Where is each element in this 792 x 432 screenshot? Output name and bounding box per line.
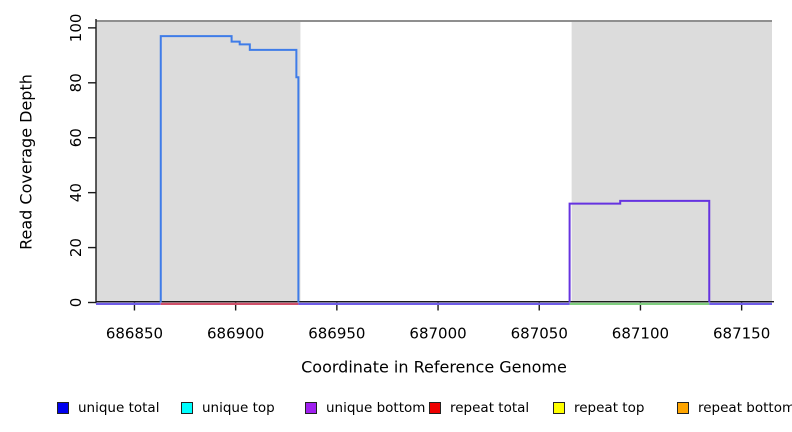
legend-label: repeat total [450, 400, 530, 416]
legend-swatch-icon [677, 402, 689, 414]
y-axis-label: Read Coverage Depth [16, 74, 36, 250]
legend-label: unique top [202, 400, 275, 416]
legend-label: unique bottom [326, 400, 426, 416]
x-tick-label: 686850 [106, 325, 163, 343]
legend-item-unique-bottom: unique bottom [305, 398, 425, 418]
y-tick-label: 100 [67, 14, 85, 43]
legend-label: repeat top [574, 400, 645, 416]
x-axis-label: Coordinate in Reference Genome [301, 357, 567, 377]
legend: unique total unique top unique bottom repea… [0, 398, 792, 420]
x-tick-label: 687050 [511, 325, 568, 343]
x-tick-label: 686950 [308, 325, 365, 343]
x-tick-label: 687100 [612, 325, 669, 343]
legend-swatch-icon [181, 402, 193, 414]
x-tick-label: 687150 [713, 325, 770, 343]
y-tick-label: 40 [67, 183, 85, 202]
y-tick-label: 20 [67, 238, 85, 257]
legend-label: repeat bottom [698, 400, 792, 416]
legend-item-unique-total: unique total [57, 398, 159, 418]
series-line [159, 35, 300, 303]
coverage-plot-canvas: 0 20 40 60 80 100 686850 686900 686950 687000 6870… [67, 14, 774, 343]
legend-swatch-icon [57, 402, 69, 414]
legend-swatch-icon [553, 402, 565, 414]
x-tick-label: 686900 [207, 325, 264, 343]
legend-item-unique-top: unique top [181, 398, 275, 418]
legend-swatch-icon [429, 402, 441, 414]
legend-item-repeat-top: repeat top [553, 398, 644, 418]
y-tick-label: 60 [67, 128, 85, 147]
shaded-region [96, 21, 301, 303]
legend-label: unique total [78, 400, 160, 416]
legend-item-repeat-total: repeat total [429, 398, 529, 418]
y-tick-label: 0 [67, 298, 85, 308]
series-line [568, 199, 711, 303]
legend-swatch-icon [305, 402, 317, 414]
shaded-region [571, 21, 772, 303]
y-tick-label: 80 [67, 73, 85, 92]
x-tick-label: 687000 [409, 325, 466, 343]
legend-item-repeat-bottom: repeat bottom [677, 398, 792, 418]
